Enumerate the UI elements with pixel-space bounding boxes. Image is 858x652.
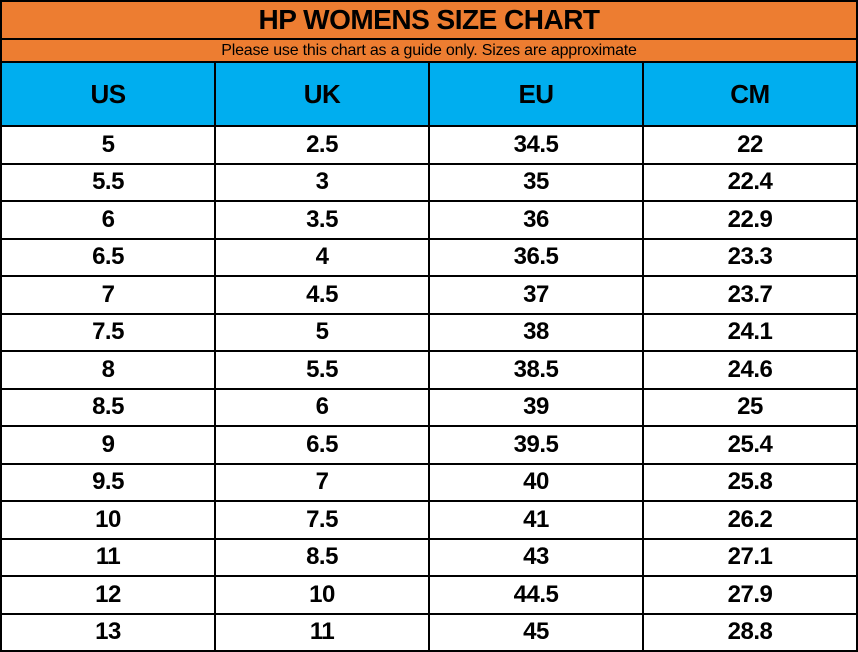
size-cell: 27.1 [642,537,858,577]
table-row: 5.5 3 35 22.4 [0,162,858,202]
size-cell: 24.6 [642,350,858,390]
size-cell: 5.5 [0,162,216,202]
column-header-row: US UK EU CM [0,61,858,127]
size-cell: 6.5 [0,237,216,277]
size-cell: 6 [0,200,216,240]
size-cell: 22.4 [642,162,858,202]
chart-title: HP WOMENS SIZE CHART [0,0,858,40]
size-cell: 7.5 [0,312,216,352]
size-cell: 7 [0,275,216,315]
size-cell: 45 [428,612,644,652]
size-cell: 38 [428,312,644,352]
size-cell: 3 [214,162,430,202]
size-cell: 5.5 [214,350,430,390]
size-cell: 39 [428,387,644,427]
column-header-uk: UK [214,61,430,127]
size-cell: 2.5 [214,125,430,165]
size-cell: 28.8 [642,612,858,652]
size-cell: 8.5 [214,537,430,577]
size-cell: 10 [214,575,430,615]
size-cell: 36.5 [428,237,644,277]
table-row: 11 8.5 43 27.1 [0,537,858,577]
subtitle-row: Please use this chart as a guide only. S… [0,38,858,63]
column-header-us: US [0,61,216,127]
size-cell: 11 [0,537,216,577]
chart-subtitle: Please use this chart as a guide only. S… [0,38,858,63]
size-cell: 36 [428,200,644,240]
size-cell: 39.5 [428,425,644,465]
size-cell: 13 [0,612,216,652]
size-cell: 3.5 [214,200,430,240]
size-cell: 4 [214,237,430,277]
table-row: 9.5 7 40 25.8 [0,462,858,502]
size-cell: 26.2 [642,500,858,540]
table-row: 12 10 44.5 27.9 [0,575,858,615]
size-cell: 27.9 [642,575,858,615]
size-cell: 12 [0,575,216,615]
title-row: HP WOMENS SIZE CHART [0,0,858,40]
column-header-eu: EU [428,61,644,127]
size-cell: 7 [214,462,430,502]
size-cell: 37 [428,275,644,315]
size-cell: 43 [428,537,644,577]
size-cell: 25 [642,387,858,427]
table-row: 7 4.5 37 23.7 [0,275,858,315]
size-cell: 8 [0,350,216,390]
table-row: 8.5 6 39 25 [0,387,858,427]
size-cell: 44.5 [428,575,644,615]
size-chart-head: HP WOMENS SIZE CHART Please use this cha… [0,0,858,127]
size-cell: 40 [428,462,644,502]
size-cell: 4.5 [214,275,430,315]
table-row: 13 11 45 28.8 [0,612,858,652]
size-cell: 22.9 [642,200,858,240]
size-cell: 24.1 [642,312,858,352]
table-row: 8 5.5 38.5 24.6 [0,350,858,390]
size-cell: 11 [214,612,430,652]
size-cell: 9 [0,425,216,465]
size-cell: 5 [214,312,430,352]
size-cell: 8.5 [0,387,216,427]
size-cell: 23.7 [642,275,858,315]
size-cell: 41 [428,500,644,540]
size-cell: 9.5 [0,462,216,502]
table-row: 6 3.5 36 22.9 [0,200,858,240]
size-cell: 34.5 [428,125,644,165]
size-cell: 6 [214,387,430,427]
size-cell: 25.4 [642,425,858,465]
table-row: 9 6.5 39.5 25.4 [0,425,858,465]
size-cell: 25.8 [642,462,858,502]
column-header-cm: CM [642,61,858,127]
size-cell: 38.5 [428,350,644,390]
size-cell: 6.5 [214,425,430,465]
table-row: 7.5 5 38 24.1 [0,312,858,352]
size-cell: 35 [428,162,644,202]
table-row: 10 7.5 41 26.2 [0,500,858,540]
size-table-body: 5 2.5 34.5 22 5.5 3 35 22.4 6 3.5 36 22.9 6.5 4 36.5 23… [0,125,858,652]
size-cell: 22 [642,125,858,165]
size-cell: 23.3 [642,237,858,277]
table-row: 5 2.5 34.5 22 [0,125,858,165]
size-cell: 5 [0,125,216,165]
size-cell: 7.5 [214,500,430,540]
size-cell: 10 [0,500,216,540]
table-row: 6.5 4 36.5 23.3 [0,237,858,277]
